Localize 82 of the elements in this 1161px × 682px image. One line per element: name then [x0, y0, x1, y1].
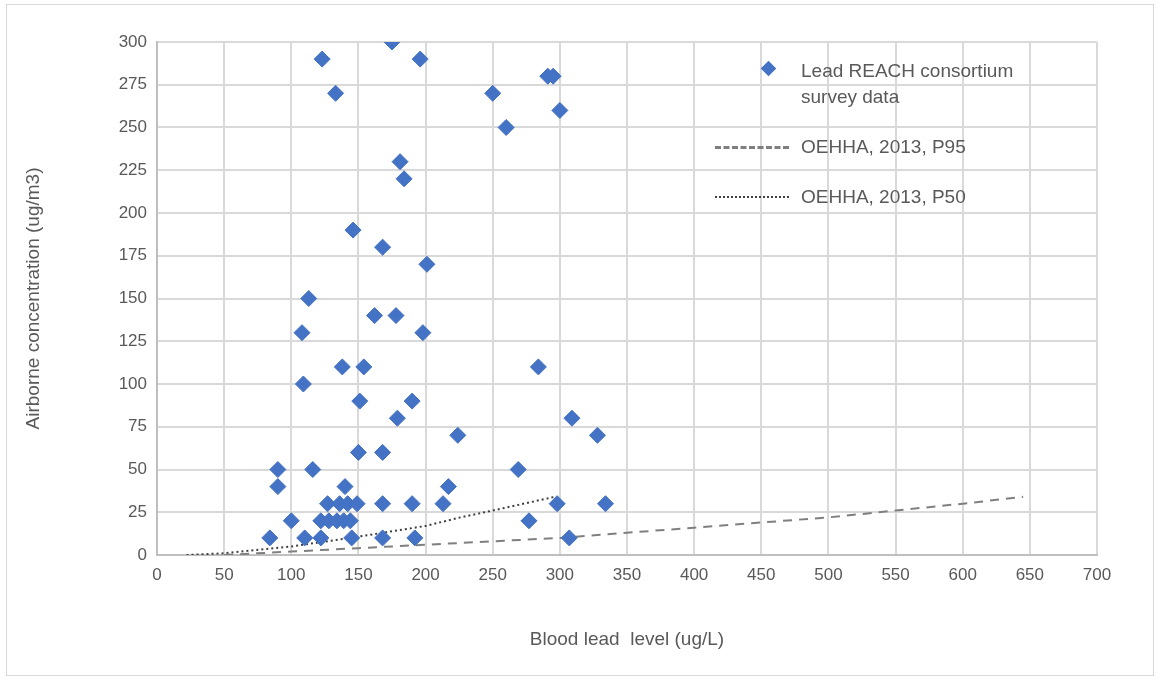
point: [403, 495, 421, 513]
point: [349, 443, 367, 461]
x-tick-label: 400: [679, 564, 709, 584]
point: [403, 392, 421, 410]
point: [406, 529, 424, 547]
point: [343, 529, 361, 547]
point: [509, 461, 527, 478]
point: [336, 478, 354, 496]
x-tick-label: 700: [1082, 564, 1112, 584]
point: [449, 426, 467, 444]
y-tick-label: 125: [118, 330, 147, 350]
y-tick-label: 275: [118, 74, 147, 94]
point: [548, 495, 566, 513]
x-tick-label: 500: [814, 564, 843, 584]
point: [355, 358, 373, 376]
point: [560, 529, 578, 547]
point: [374, 238, 392, 256]
y-tick-label: 75: [128, 416, 147, 436]
y-tick-label: 175: [118, 245, 147, 265]
x-tick-label: 50: [214, 564, 234, 584]
x-axis-title: Blood lead level (ug/L): [529, 627, 725, 649]
point: [520, 512, 538, 530]
point: [312, 529, 330, 547]
point: [414, 324, 432, 342]
point: [391, 153, 409, 171]
point: [395, 170, 413, 188]
point: [588, 426, 606, 444]
point: [387, 307, 405, 325]
point: [269, 461, 287, 478]
y-tick-label: 150: [118, 288, 147, 308]
point: [313, 50, 331, 68]
x-tick-label: 350: [612, 564, 642, 584]
point: [282, 512, 300, 530]
legend-label: OEHHA, 2013, P95: [801, 135, 966, 159]
x-tick-label: 450: [747, 564, 776, 584]
y-tick-label: 25: [128, 501, 147, 521]
x-tick-label: 150: [344, 564, 373, 584]
point: [484, 84, 502, 102]
point: [351, 392, 369, 410]
point: [366, 307, 384, 325]
point: [296, 529, 314, 547]
point: [293, 324, 311, 342]
x-tick-label: 250: [478, 564, 507, 584]
y-axis-title: Airborne concentration (ug/m3): [21, 167, 43, 430]
y-tick-label: 250: [118, 117, 147, 137]
point: [411, 50, 429, 68]
y-tick-label: 300: [118, 31, 147, 51]
x-tick-label: 600: [948, 564, 977, 584]
y-tick-label: 50: [128, 459, 147, 479]
point: [261, 529, 279, 547]
point: [269, 478, 287, 496]
point: [294, 375, 312, 393]
legend-label: OEHHA, 2013, P50: [801, 185, 966, 209]
point: [551, 101, 569, 119]
x-tick-label: 0: [152, 564, 162, 584]
point: [300, 290, 318, 307]
line-series: [223, 495, 1025, 555]
point: [344, 221, 362, 239]
y-tick-label: 100: [118, 373, 147, 393]
point: [439, 478, 457, 496]
y-tick-label: 225: [118, 159, 147, 179]
point: [374, 495, 392, 513]
point: [434, 495, 452, 513]
x-tick-label: 650: [1015, 564, 1045, 584]
point: [418, 255, 436, 273]
point: [327, 84, 345, 102]
point: [374, 443, 392, 461]
y-tick-label: 0: [137, 544, 147, 564]
legend-label: Lead REACH consortium survey data: [801, 59, 1015, 109]
y-tick-label: 200: [118, 202, 147, 222]
point: [597, 495, 615, 513]
point: [374, 529, 392, 547]
point: [333, 358, 351, 376]
x-tick-label: 300: [545, 564, 575, 584]
point: [388, 409, 406, 427]
point: [529, 358, 547, 376]
point: [304, 461, 322, 478]
x-tick-label: 100: [277, 564, 306, 584]
point: [497, 119, 515, 136]
point: [563, 409, 581, 427]
x-tick-label: 550: [881, 564, 910, 584]
x-tick-label: 200: [411, 564, 440, 584]
